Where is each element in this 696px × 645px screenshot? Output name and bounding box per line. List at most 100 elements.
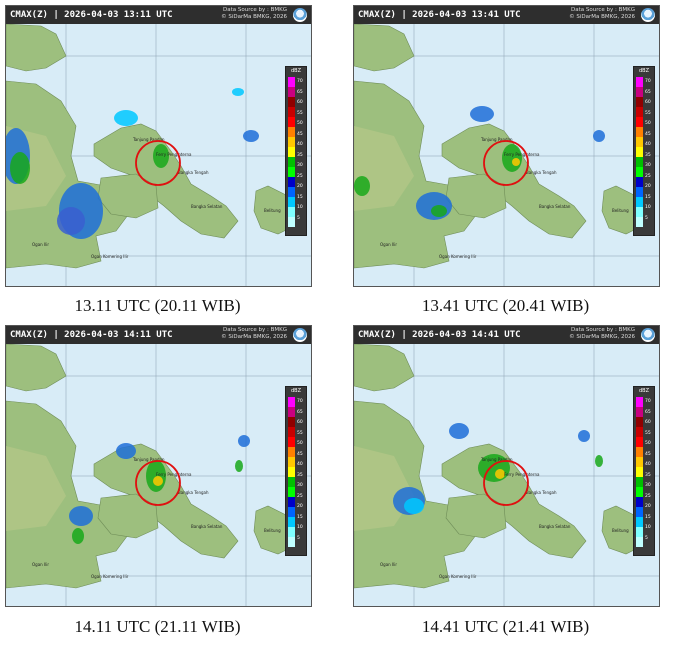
radar-map: Tanjung Pandan Ferry Penginterna Bangka Te… <box>354 23 659 286</box>
source-line: Data Source by : BMKG <box>222 327 287 333</box>
source-line: © SiDarMa BMKG, 2026 <box>221 14 287 20</box>
legend-swatch <box>288 397 295 407</box>
legend-swatch <box>636 477 643 487</box>
legend-swatch <box>636 447 643 457</box>
place-label: Belitung <box>612 528 629 533</box>
legend-colorbar <box>288 77 295 227</box>
radar-echo <box>495 469 505 479</box>
place-label: Belitung <box>612 208 629 213</box>
panel-timestamp: CMAX(Z) | 2026-04-03 13:11 UTC <box>10 10 173 20</box>
legend-swatch <box>636 157 643 167</box>
legend-swatch <box>636 457 643 467</box>
legend-swatch <box>288 437 295 447</box>
place-label: Ferry Penginterna <box>156 152 192 157</box>
place-label: Belitung <box>264 208 281 213</box>
legend-tick: 55 <box>297 430 303 436</box>
panel-header: CMAX(Z) | 2026-04-03 14:11 UTC Data Sourc… <box>6 326 311 344</box>
legend-unit: dBZ <box>290 68 302 74</box>
radar-echo <box>153 144 169 168</box>
legend-swatch <box>636 127 643 137</box>
place-label: Ogan Komering Ilir <box>91 574 129 579</box>
legend-swatch <box>636 497 643 507</box>
legend-swatch <box>288 407 295 417</box>
legend-swatch <box>288 87 295 97</box>
legend-tick: 45 <box>297 131 303 137</box>
legend-tick: 15 <box>645 514 651 520</box>
bmkg-logo-icon <box>641 8 655 22</box>
legend-tick: 40 <box>297 142 303 147</box>
legend-colorbar <box>636 397 643 547</box>
legend-tick: 30 <box>645 483 651 488</box>
legend-tick: 60 <box>297 100 303 105</box>
legend-swatch <box>636 147 643 157</box>
source-line: Data Source by : BMKG <box>570 327 635 333</box>
legend-tick: 25 <box>645 173 651 179</box>
dbz-legend: dBZ 70 65 60 55 50 45 40 35 30 25 20 15 10 5 <box>285 386 307 556</box>
legend-tick: 5 <box>297 215 300 221</box>
legend-swatch <box>636 197 643 207</box>
legend-swatch <box>288 487 295 497</box>
radar-echo <box>153 476 163 486</box>
legend-tick: 35 <box>645 472 651 478</box>
legend-tick: 20 <box>297 184 303 189</box>
legend-tick: 20 <box>645 184 651 189</box>
legend-swatch <box>636 467 643 477</box>
place-label: Tanjung Pandan <box>132 137 165 142</box>
legend-tick: 25 <box>297 173 303 179</box>
legend-swatch <box>288 187 295 197</box>
legend-swatch <box>636 167 643 177</box>
legend-swatch <box>636 87 643 97</box>
legend-swatch <box>288 207 295 217</box>
panel-header: CMAX(Z) | 2026-04-03 13:41 UTC Data Sourc… <box>354 6 659 24</box>
panel-timestamp: CMAX(Z) | 2026-04-03 14:41 UTC <box>358 330 521 340</box>
legend-tick: 60 <box>297 420 303 425</box>
legend-tick: 50 <box>645 121 651 126</box>
highlight-circle <box>483 460 529 506</box>
legend-tick: 40 <box>297 462 303 467</box>
legend-unit: dBZ <box>638 68 650 74</box>
place-label: Bangka Selatan <box>539 204 571 209</box>
legend-tick: 65 <box>297 89 303 95</box>
bmkg-logo-icon <box>641 328 655 342</box>
radar-map-panel: Tanjung Pandan Ferry Penginterna Bangka Te… <box>5 5 312 287</box>
radar-echo <box>72 528 84 544</box>
data-source: Data Source by : BMKG © SiDarMa BMKG, 202… <box>569 327 635 341</box>
place-label: Bangka Tengah <box>526 490 557 495</box>
radar-echo <box>114 110 138 126</box>
radar-echo <box>404 498 424 514</box>
legend-tick: 45 <box>645 451 651 457</box>
legend-swatch <box>288 77 295 87</box>
legend-tick: 60 <box>645 100 651 105</box>
highlight-circle <box>135 140 181 186</box>
legend-swatch <box>636 207 643 217</box>
place-label: Ogan Ilir <box>32 242 49 247</box>
legend-swatch <box>636 507 643 517</box>
panel-caption: 14.41 UTC (21.41 WIB) <box>421 617 590 636</box>
legend-swatch <box>636 97 643 107</box>
radar-echo <box>235 460 243 472</box>
legend-tick: 30 <box>297 483 303 488</box>
legend-tick: 25 <box>297 493 303 499</box>
legend-tick: 65 <box>297 409 303 415</box>
legend-swatch <box>636 437 643 447</box>
legend-swatch <box>636 217 643 227</box>
place-label: Ogan Komering Ilir <box>439 254 477 259</box>
legend-tick: 45 <box>297 451 303 457</box>
panel-caption: 13.11 UTC (20.11 WIB) <box>74 296 241 315</box>
bmkg-logo-icon <box>293 328 307 342</box>
legend-tick: 15 <box>297 514 303 520</box>
radar-echo <box>243 130 259 142</box>
data-source: Data Source by : BMKG © SiDarMa BMKG, 202… <box>221 7 287 21</box>
radar-map-panel: Tanjung Pandan Ferry Penginterna Bangka Te… <box>353 5 660 287</box>
legend-tick: 55 <box>645 110 651 116</box>
radar-map-panel: Tanjung Pandan Ferry Penginterna Bangka Te… <box>353 325 660 607</box>
legend-swatch <box>636 177 643 187</box>
legend-tick: 10 <box>297 525 303 530</box>
panel-header: CMAX(Z) | 2026-04-03 14:41 UTC Data Sourc… <box>354 326 659 344</box>
panel-timestamp: CMAX(Z) | 2026-04-03 14:11 UTC <box>10 330 173 340</box>
legend-swatch <box>288 127 295 137</box>
landmass <box>6 23 67 72</box>
radar-echo <box>431 205 447 217</box>
radar-map-panel: Tanjung Pandan Ferry Penginterna Bangka Te… <box>5 325 312 607</box>
legend-swatch <box>288 217 295 227</box>
